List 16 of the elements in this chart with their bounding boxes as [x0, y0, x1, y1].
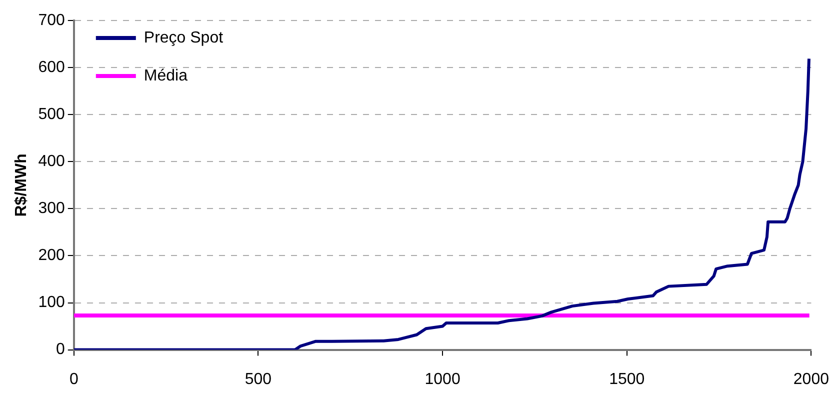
y-tick-label: 500 — [38, 106, 65, 124]
x-tick-label: 2000 — [793, 370, 830, 388]
y-tick-label: 100 — [38, 294, 65, 312]
y-tick-label: 0 — [56, 341, 65, 358]
x-tick-label: 500 — [244, 370, 272, 388]
y-tick-label: 200 — [38, 247, 65, 264]
legend-label: Preço Spot — [144, 29, 224, 46]
y-tick-label: 600 — [38, 59, 65, 76]
y-tick-label: 700 — [38, 12, 65, 30]
y-axis-title: R$/MWh — [13, 154, 30, 217]
y-tick-label: 300 — [38, 200, 65, 218]
y-tick-label: 400 — [38, 153, 65, 170]
x-tick-label: 1000 — [424, 370, 460, 388]
x-tick-label: 0 — [69, 370, 78, 388]
x-tick-label: 1500 — [609, 370, 645, 388]
legend-label: Média — [144, 67, 188, 84]
